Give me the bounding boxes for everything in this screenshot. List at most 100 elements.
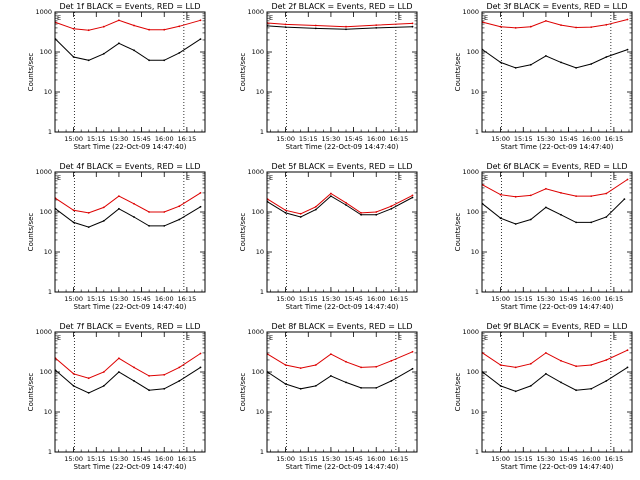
lld-data-point — [514, 195, 517, 198]
events-data-point — [314, 208, 317, 211]
lld-data-point — [605, 23, 608, 26]
corner-marker-label: E — [269, 174, 273, 182]
lld-data-point — [284, 23, 287, 26]
x-tick-label: 15:15 — [87, 135, 106, 143]
lld-data-point — [590, 364, 593, 366]
events-data-point — [529, 63, 532, 66]
lld-data-point — [545, 187, 547, 190]
x-tick-label: 15:15 — [514, 135, 533, 143]
events-data-point — [560, 381, 562, 384]
events-data-point — [284, 212, 287, 214]
panel-8: Det 8f BLACK = Events, RED = LLD E E 1 10 100… — [239, 322, 418, 471]
y-tick-label: 1 — [260, 128, 264, 136]
y-axis-label: Counts/sec — [239, 373, 247, 412]
panel-9: Det 9f BLACK = Events, RED = LLD E E 1 10 100… — [454, 322, 633, 471]
lld-data-point — [411, 350, 414, 353]
lld-data-point — [390, 359, 393, 362]
x-tick-label: 15:15 — [87, 455, 106, 463]
plot-frame — [266, 171, 418, 293]
x-tick-label: 15:00 — [276, 135, 295, 143]
x-tick-label: 16:00 — [582, 295, 601, 303]
lld-series-line — [482, 19, 628, 29]
lld-data-point — [299, 212, 302, 215]
y-axis-label: Counts/sec — [454, 53, 462, 92]
lld-data-point — [133, 24, 135, 27]
x-axis-label: Start Time (22-Oct-09 14:47:40) — [74, 143, 187, 151]
lld-data-point — [626, 349, 629, 352]
lld-data-point — [514, 27, 517, 29]
x-axis-label: Start Time (22-Oct-09 14:47:40) — [286, 143, 399, 151]
events-data-point — [560, 213, 562, 216]
lld-data-point — [72, 209, 75, 212]
y-tick-label: 100 — [252, 368, 264, 376]
lld-data-point — [163, 28, 166, 31]
events-data-point — [575, 389, 577, 392]
events-data-point — [411, 25, 414, 28]
lld-data-point — [375, 365, 378, 368]
lld-data-point — [560, 359, 562, 362]
x-tick-label: 15:30 — [537, 295, 556, 303]
events-series-line — [55, 366, 201, 394]
lld-data-point — [605, 192, 608, 195]
y-tick-label: 10 — [44, 248, 52, 256]
y-tick-label: 10 — [256, 248, 264, 256]
lld-data-point — [284, 364, 287, 366]
x-tick-label: 15:30 — [322, 295, 341, 303]
events-data-point — [626, 48, 629, 51]
y-tick-label: 10 — [256, 88, 264, 96]
events-data-point — [199, 205, 202, 208]
y-tick-label: 1 — [48, 288, 52, 296]
lld-data-point — [314, 205, 317, 208]
x-tick-label: 15:30 — [322, 135, 341, 143]
events-data-point — [178, 380, 181, 382]
events-data-point — [529, 218, 532, 221]
x-tick-label: 16:00 — [155, 455, 174, 463]
panel-title: Det 7f BLACK = Events, RED = LLD — [59, 322, 200, 331]
x-tick-label: 16:15 — [605, 455, 624, 463]
x-tick-label: 16:00 — [367, 135, 386, 143]
events-data-point — [148, 389, 151, 392]
corner-marker-label: E — [398, 334, 402, 342]
lld-data-point — [411, 194, 414, 197]
lld-data-point — [499, 364, 502, 366]
lld-data-point — [605, 359, 608, 361]
events-data-point — [330, 375, 332, 377]
lld-data-point — [163, 373, 166, 376]
y-tick-label: 10 — [471, 248, 479, 256]
events-series-line — [267, 195, 413, 218]
y-tick-label: 10 — [44, 88, 52, 96]
events-data-point — [102, 52, 105, 55]
lld-data-point — [499, 25, 502, 28]
x-tick-label: 16:15 — [605, 135, 624, 143]
corner-marker-label: E — [613, 174, 617, 182]
x-tick-label: 16:15 — [178, 135, 197, 143]
panel-7: Det 7f BLACK = Events, RED = LLD E E 1 10 100… — [27, 322, 206, 471]
x-tick-label: 15:30 — [110, 455, 129, 463]
x-axis-label: Start Time (22-Oct-09 14:47:40) — [286, 463, 399, 471]
y-axis-label: Counts/sec — [239, 53, 247, 92]
lld-data-point — [345, 360, 347, 363]
events-data-point — [360, 213, 362, 216]
x-axis-label: Start Time (22-Oct-09 14:47:40) — [286, 303, 399, 311]
lld-series-line — [55, 192, 201, 214]
x-tick-label: 15:15 — [514, 295, 533, 303]
lld-data-point — [314, 24, 317, 27]
lld-data-point — [545, 20, 547, 22]
lld-data-point — [72, 372, 75, 375]
events-data-point — [133, 216, 135, 218]
lld-data-point — [178, 366, 181, 369]
events-data-point — [102, 220, 105, 222]
events-data-point — [72, 56, 75, 58]
x-tick-label: 15:00 — [64, 135, 83, 143]
lld-data-point — [133, 366, 135, 369]
y-tick-label: 10 — [44, 408, 52, 416]
corner-marker-label: E — [613, 14, 617, 22]
lld-data-point — [87, 212, 90, 214]
y-axis-label: Counts/sec — [27, 213, 35, 252]
events-data-point — [284, 26, 287, 28]
x-tick-label: 16:15 — [605, 295, 624, 303]
y-tick-label: 100 — [252, 208, 264, 216]
events-data-point — [199, 366, 202, 369]
lld-data-point — [199, 19, 202, 22]
